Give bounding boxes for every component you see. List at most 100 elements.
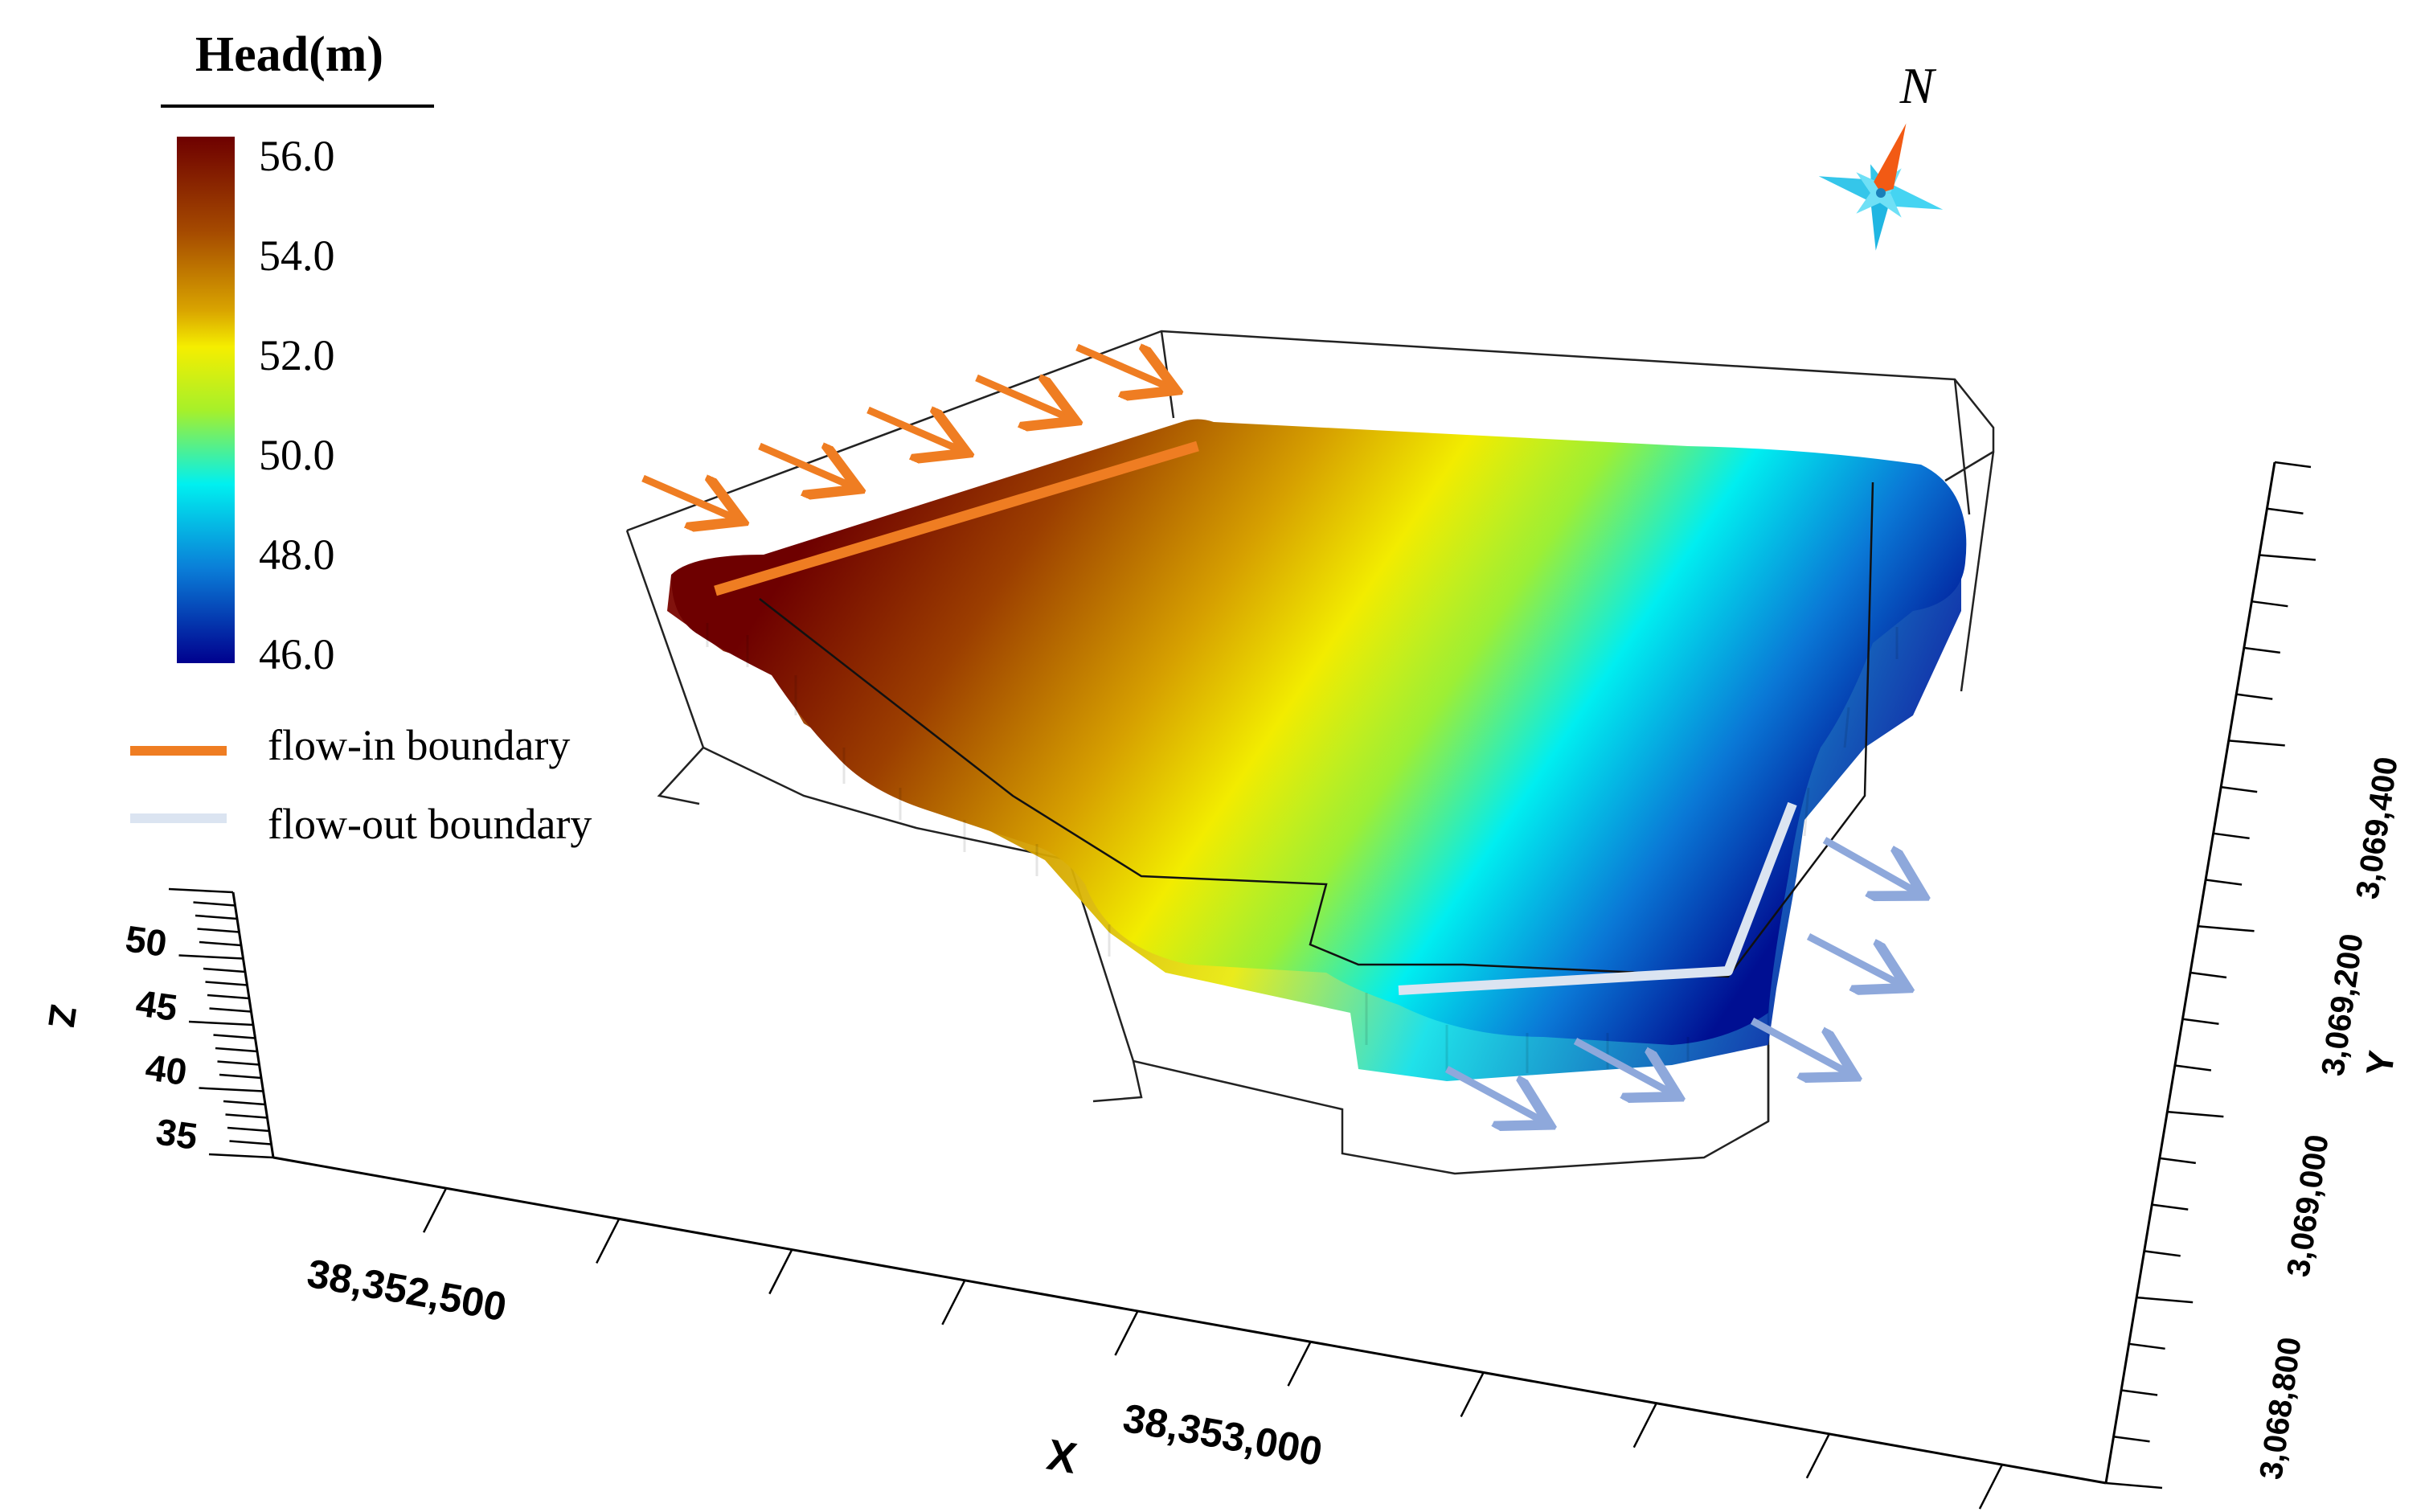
y-tick-mark [2136,1296,2194,1304]
x-axis-label: X [1043,1431,1080,1483]
z-tick-mark [199,940,242,947]
y-tick-mark [2236,693,2273,700]
y-tick-mark [2113,1436,2150,1443]
flow-in-arrow [641,478,735,518]
y-tick-mark [2274,461,2312,469]
head-surface [667,419,1967,1081]
x-tick-mark [1805,1433,1830,1479]
domain-outline [625,330,1995,1175]
compass-rose-icon [1818,123,1944,251]
z-tick-mark [203,967,246,973]
x-tick-mark [768,1249,793,1295]
x-tick-mark [1632,1403,1657,1448]
flow-in-boundary-line [714,440,1199,596]
z-tick-mark [199,1087,264,1092]
z-tick-mark [208,1153,274,1159]
legend-tick: 46.0 [259,630,335,678]
z-tick-label: 45 [133,981,180,1029]
x-tick-mark [1460,1371,1485,1418]
z-tick-mark [168,887,234,894]
x-tick-label: 38,352,500 [304,1251,510,1330]
legend-tick: 54.0 [259,232,335,280]
x-tick-mark [1978,1464,2004,1510]
z-tick-mark [178,954,244,960]
y-tick-mark [2159,1157,2196,1165]
z-tick-mark [225,1113,268,1119]
surface-top [671,419,1967,1045]
y-tick-label: 3,068,800 [2253,1335,2308,1481]
flow-in-arrow [758,446,852,486]
y-tick-mark [2267,507,2304,514]
z-tick-mark [207,994,250,1000]
y-tick-mark [2251,600,2288,608]
z-tick-mark [229,1140,272,1145]
y-tick-mark [2228,740,2285,747]
x-tick-mark [596,1218,621,1264]
x-tick-mark [422,1187,448,1233]
x-tick-mark [941,1280,966,1326]
legend-flow-in-label: flow-in boundary [268,721,570,769]
legend-title: Head(m) [195,27,383,82]
y-tick-mark [2205,879,2243,886]
flow-out-arrows [1444,837,1917,1121]
z-tick-label: 40 [143,1046,190,1093]
y-tick-label: 3,069,400 [2349,755,2404,901]
legend-flow-out-label: flow-out boundary [268,800,592,848]
north-label: N [1899,57,1937,114]
z-tick-mark [223,1100,266,1106]
y-tick-mark [2120,1389,2158,1396]
x-tick-mark [1114,1310,1139,1356]
z-tick-mark [219,1073,262,1080]
north-arrow: N [1818,57,1944,251]
flow-out-arrow [1750,1018,1849,1073]
flow-out-arrow [1822,837,1917,892]
z-tick-mark [227,1126,270,1133]
z-tick-mark [188,1020,254,1026]
x-tick-mark [1287,1341,1312,1387]
y-tick-mark [2128,1342,2165,1350]
flow-in-arrows [641,347,1169,518]
legend-tick: 50.0 [259,431,335,479]
legend-colorbar [177,137,235,663]
y-tick-mark [2259,554,2316,561]
legend-tick: 56.0 [259,132,335,180]
flow-in-arrow [975,378,1069,418]
flow-out-boundary-line [1398,801,1797,995]
x-axis: 38,352,500 38,353,000 X [272,1156,2107,1510]
y-tick-mark [2198,925,2255,932]
z-tick-mark [193,901,236,907]
flow-out-arrow [1806,933,1901,985]
flow-out-arrow [1573,1038,1672,1093]
z-tick-mark [213,1034,256,1039]
y-axis: 3,069,400 3,069,200 3,069,000 3,068,800 … [2104,461,2405,1489]
z-axis-label: Z [40,1002,84,1031]
z-tick-mark [215,1047,258,1053]
y-tick-label: 3,069,000 [2280,1133,2335,1279]
y-tick-mark [2182,1018,2219,1025]
inner-boundary-line [759,481,1874,978]
z-tick-mark [197,928,240,933]
z-tick-mark [205,981,248,986]
z-tick-mark [195,914,238,920]
z-tick-label: 50 [123,917,170,965]
y-tick-mark [2152,1203,2189,1211]
y-tick-mark [2221,785,2258,793]
y-tick-mark [2189,971,2227,979]
z-tick-mark [217,1060,260,1066]
legend-tick: 48.0 [259,531,335,579]
y-axis-label: Y [2357,1048,2402,1079]
y-tick-mark [2174,1064,2212,1072]
x-tick-label: 38,353,000 [1120,1395,1325,1475]
y-tick-mark [2243,646,2280,654]
z-tick-label: 35 [154,1110,200,1158]
z-axis: 50 45 40 35 Z [40,887,275,1159]
y-tick-mark [2167,1110,2224,1118]
z-tick-mark [209,1007,252,1013]
y-tick-mark [2213,832,2250,840]
flow-out-arrow [1444,1066,1543,1121]
flow-in-arrow [866,410,961,450]
y-tick-mark [2144,1250,2181,1257]
legend-tick: 52.0 [259,331,335,379]
legend: Head(m) 56.0 54.0 52.0 50.0 48.0 46.0 fl… [130,27,592,848]
